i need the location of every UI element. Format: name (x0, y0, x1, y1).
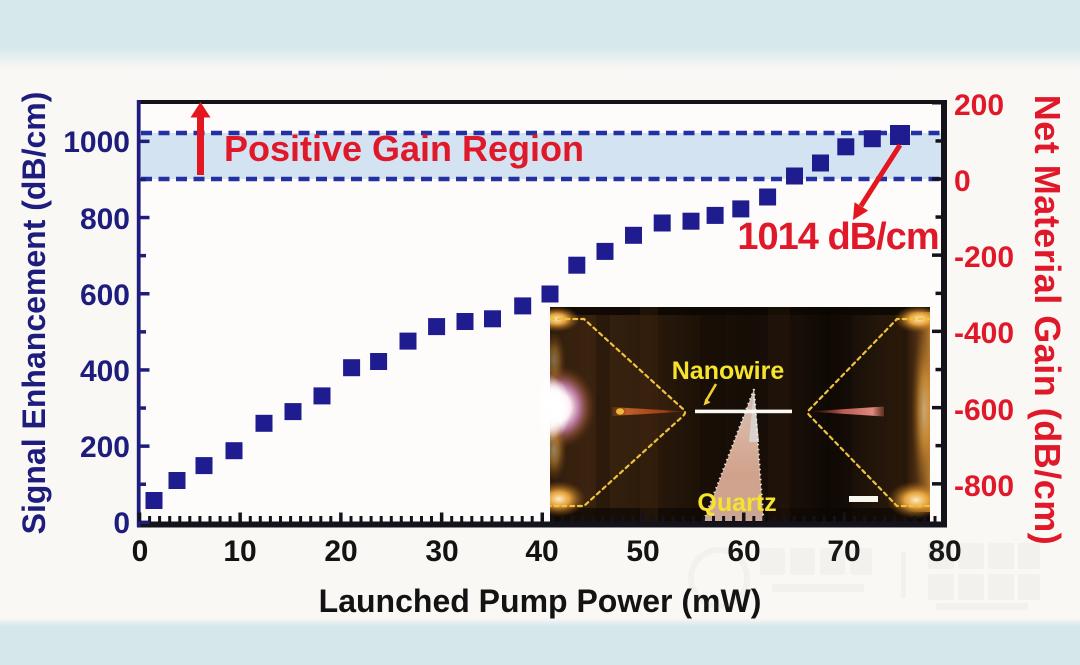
svg-text:0: 0 (113, 507, 130, 540)
svg-text:-800: -800 (954, 470, 1014, 503)
svg-text:40: 40 (525, 535, 558, 568)
svg-text:-400: -400 (954, 317, 1014, 350)
svg-text:-600: -600 (954, 394, 1014, 427)
svg-text:1014 dB/cm: 1014 dB/cm (737, 216, 938, 258)
svg-text:200: 200 (954, 89, 1004, 122)
svg-text:10: 10 (223, 535, 256, 568)
svg-text:400: 400 (80, 355, 130, 388)
svg-text:Net Material Gain (dB/cm): Net Material Gain (dB/cm) (1027, 95, 1068, 546)
svg-text:0: 0 (132, 535, 149, 568)
svg-text:20: 20 (324, 535, 357, 568)
svg-text:800: 800 (80, 203, 130, 236)
svg-text:Positive Gain Region: Positive Gain Region (224, 128, 584, 169)
svg-text:Nanowire: Nanowire (672, 357, 785, 385)
svg-text:Launched Pump Power (mW): Launched Pump Power (mW) (319, 583, 762, 619)
svg-text:80: 80 (928, 535, 961, 568)
svg-text:0: 0 (954, 165, 971, 198)
svg-text:Quartz: Quartz (697, 489, 776, 517)
svg-text:-200: -200 (954, 241, 1014, 274)
svg-text:60: 60 (727, 535, 760, 568)
svg-text:1000: 1000 (63, 126, 130, 159)
svg-text:70: 70 (827, 535, 860, 568)
svg-text:50: 50 (626, 535, 659, 568)
svg-text:30: 30 (425, 535, 458, 568)
svg-text:600: 600 (80, 279, 130, 312)
svg-text:Signal Enhancement (dB/cm): Signal Enhancement (dB/cm) (16, 92, 52, 535)
svg-text:200: 200 (80, 431, 130, 464)
